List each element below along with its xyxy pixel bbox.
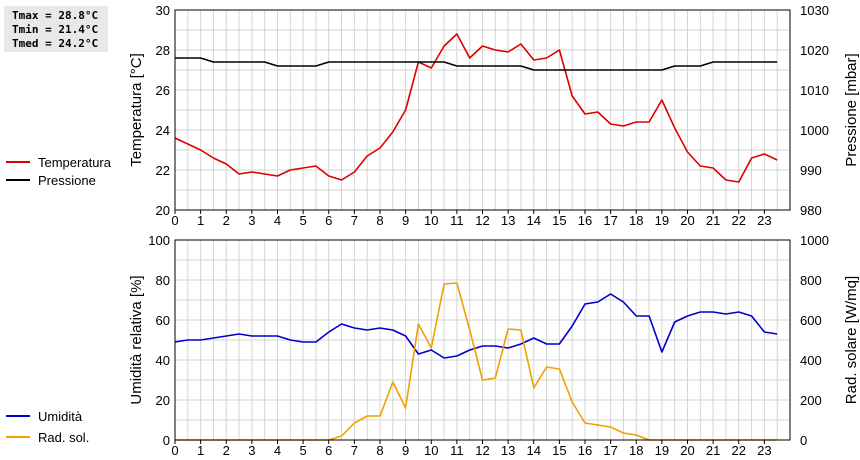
y2-tick-label: 990 [800,163,822,178]
x-tick-label: 13 [501,443,515,458]
tmed-label: Tmed = 24.2°C [12,37,99,50]
x-tick-label: 21 [706,443,720,458]
x-tick-label: 19 [655,213,669,228]
x-tick-label: 9 [402,443,409,458]
x-tick-label: 2 [223,213,230,228]
x-tick-label: 6 [325,443,332,458]
x-tick-label: 4 [274,443,281,458]
x-tick-label: 7 [351,443,358,458]
y2-tick-label: 980 [800,203,822,218]
y2-tick-label: 800 [800,273,822,288]
legend-label: Umidità [38,409,83,424]
y2-tick-label: 1030 [800,3,829,18]
tmax-label: Tmax = 28.8°C [12,9,99,22]
y2-tick-label: 1020 [800,43,829,58]
x-tick-label: 0 [171,213,178,228]
series-line-temperatura [174,33,778,183]
x-tick-label: 21 [706,213,720,228]
legend-label: Pressione [38,173,96,188]
x-tick-label: 0 [171,443,178,458]
y-tick-label: 20 [156,393,170,408]
x-tick-label: 5 [300,443,307,458]
x-tick-label: 22 [732,213,746,228]
y-tick-label: 28 [156,43,170,58]
x-tick-label: 8 [376,213,383,228]
x-tick-label: 1 [197,443,204,458]
y-tick-label: 80 [156,273,170,288]
x-tick-label: 20 [680,443,694,458]
x-tick-label: 17 [603,443,617,458]
y2-axis-label: Pressione [mbar] [843,53,860,166]
x-tick-label: 22 [732,443,746,458]
x-tick-label: 18 [629,443,643,458]
legend-label: Temperatura [38,155,112,170]
x-tick-label: 10 [424,213,438,228]
x-tick-label: 16 [578,443,592,458]
y-tick-label: 100 [148,233,170,248]
y2-tick-label: 1000 [800,123,829,138]
stats-box: Tmax = 28.8°C Tmin = 21.4°C Tmed = 24.2°… [4,6,108,52]
x-tick-label: 12 [475,213,489,228]
x-tick-label: 19 [655,443,669,458]
x-tick-label: 9 [402,213,409,228]
series-line-pressione [175,57,778,71]
x-tick-label: 6 [325,213,332,228]
x-tick-label: 10 [424,443,438,458]
y2-tick-label: 600 [800,313,822,328]
legend-label: Rad. sol. [38,430,89,445]
y-tick-label: 24 [156,123,170,138]
x-tick-label: 15 [552,443,566,458]
x-tick-label: 8 [376,443,383,458]
y2-tick-label: 200 [800,393,822,408]
series-line-umidit- [174,293,778,359]
y-axis-label: Umidità relativa [%] [128,275,145,404]
x-tick-label: 13 [501,213,515,228]
x-tick-label: 4 [274,213,281,228]
y2-tick-label: 1010 [800,83,829,98]
y2-tick-label: 1000 [800,233,829,248]
tmin-label: Tmin = 21.4°C [12,23,99,36]
y-tick-label: 60 [156,313,170,328]
x-tick-label: 12 [475,443,489,458]
x-tick-label: 3 [248,213,255,228]
y-tick-label: 22 [156,163,170,178]
x-tick-label: 2 [223,443,230,458]
x-tick-label: 7 [351,213,358,228]
y2-tick-label: 0 [800,433,807,448]
x-tick-label: 23 [757,443,771,458]
x-tick-label: 11 [450,443,464,458]
x-tick-label: 16 [578,213,592,228]
x-tick-label: 3 [248,443,255,458]
x-tick-label: 14 [527,213,541,228]
series-line-rad-sol- [175,282,778,441]
y-tick-label: 20 [156,203,170,218]
y-axis-label: Temperatura [°C] [128,53,145,167]
x-tick-label: 17 [603,213,617,228]
y-tick-label: 30 [156,3,170,18]
y2-axis-label: Rad. solare [W/mq] [843,276,860,404]
x-tick-label: 11 [450,213,464,228]
x-tick-label: 23 [757,213,771,228]
y-tick-label: 26 [156,83,170,98]
x-tick-label: 1 [197,213,204,228]
x-tick-label: 5 [300,213,307,228]
x-tick-label: 20 [680,213,694,228]
x-tick-label: 14 [527,443,541,458]
x-tick-label: 18 [629,213,643,228]
y-tick-label: 40 [156,353,170,368]
y-tick-label: 0 [163,433,170,448]
y2-tick-label: 400 [800,353,822,368]
x-tick-label: 15 [552,213,566,228]
